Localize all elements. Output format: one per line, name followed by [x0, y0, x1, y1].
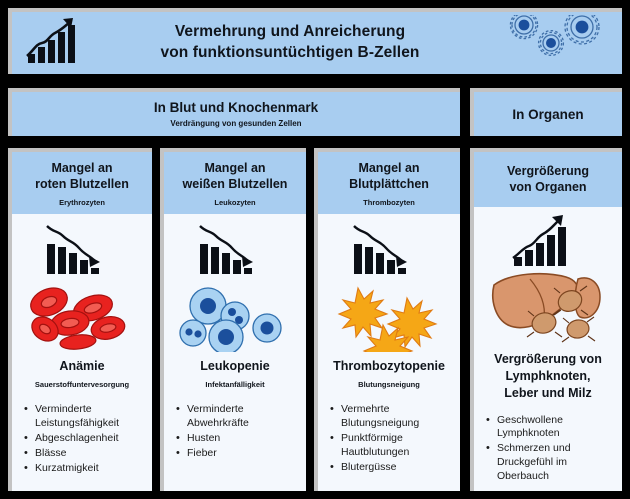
col3-title-line1: Mangel an — [358, 161, 420, 175]
col2-symptom-list: Verminderte Abwehrkräfte Husten Fieber — [164, 389, 306, 491]
connector-arrow-organs — [537, 74, 555, 84]
list-item: Kurzatmigkeit — [24, 461, 146, 476]
col2-subtitle: Leukozyten — [214, 198, 256, 207]
col1-diagnosis-sub: Sauerstoffuntervesorgung — [34, 380, 130, 390]
list-item: Verminderte Abwehrkräfte — [176, 402, 300, 431]
column-header-white: Mangel an weißen Blutzellen Leukozyten — [164, 152, 306, 214]
col4-diagnosis-line2: Lymphknoten, — [505, 368, 591, 383]
banner-title-line1: Vermehrung und Anreicherung — [174, 23, 406, 41]
col4-symptom-list: Geschwollene Lymphknoten Schmerzen und D… — [474, 402, 622, 491]
banner-title-line2: von funktionsuntüchtigen B-Zellen — [160, 44, 420, 61]
col1-title-line2: roten Blutzellen — [35, 177, 129, 191]
column-header-red: Mangel an roten Blutzellen Erythrozyten — [12, 152, 152, 214]
list-item: Punktförmige Hautblutungen — [330, 431, 454, 460]
col4-diagnosis: Vergrößerung von Lymphknoten, Leber und … — [474, 349, 622, 402]
col1-title-line1: Mangel an — [51, 161, 113, 175]
column-organ-enlargement: Vergrößerung von Organen — [470, 148, 622, 491]
list-item: Blässe — [24, 446, 146, 461]
list-item: Schmerzen und Druckgefühl im Oberbauch — [486, 441, 616, 484]
col4-title-line1: Vergrößerung — [507, 164, 589, 178]
level2-subtitle-blood: Verdrängung von gesunden Zellen — [170, 119, 302, 128]
col4-title-line2: von Organen — [509, 180, 587, 194]
level2-title-organs: In Organen — [512, 106, 584, 122]
col3-title-line2: Blutplättchen — [349, 177, 429, 191]
col1-illustration — [12, 214, 152, 356]
column-header-organs: Vergrößerung von Organen — [474, 152, 622, 207]
rising-bar-chart-icon — [22, 16, 78, 71]
col1-subtitle: Erythrozyten — [59, 198, 105, 207]
level2-title-blood: In Blut und Knochenmark — [153, 100, 319, 115]
banner-header: Vermehrung und Anreicherung von funktion… — [8, 8, 622, 74]
gears-icon — [502, 8, 608, 72]
col2-title-line1: Mangel an — [204, 161, 266, 175]
col4-diagnosis-line3: Leber und Milz — [504, 385, 592, 400]
list-item: Geschwollene Lymphknoten — [486, 413, 616, 442]
col3-symptom-list: Vermehrte Blutungsneigung Punktförmige H… — [318, 389, 460, 491]
col4-diagnosis-line1: Vergrößerung von — [494, 352, 602, 366]
list-item: Husten — [176, 431, 300, 446]
list-item: Abgeschlagenheit — [24, 431, 146, 446]
col4-illustration — [474, 207, 622, 349]
col2-illustration — [164, 214, 306, 356]
col3-diagnosis-sub: Blutungsneigung — [358, 380, 420, 390]
list-item: Blutergüsse — [330, 460, 454, 475]
col3-subtitle: Thrombozyten — [363, 198, 415, 207]
column-header-platelets: Mangel an Blutplättchen Thrombozyten — [318, 152, 460, 214]
connector-arrow-col1 — [63, 136, 81, 146]
connector-arrow-col4 — [537, 136, 555, 146]
connector-arrow-col3 — [370, 136, 388, 146]
column-red-blood-cells: Mangel an roten Blutzellen Erythrozyten — [8, 148, 152, 491]
col2-title-line2: weißen Blutzellen — [182, 177, 288, 191]
col3-diagnosis-name: Thrombozytopenie — [333, 359, 445, 373]
list-item: Verminderte Leistungsfähigkeit — [24, 402, 146, 431]
col2-diagnosis-name: Leukopenie — [200, 359, 270, 373]
column-white-blood-cells: Mangel an weißen Blutzellen Leukozyten — [160, 148, 306, 491]
list-item: Fieber — [176, 446, 300, 461]
col1-symptom-list: Verminderte Leistungsfähigkeit Abgeschla… — [12, 389, 152, 491]
list-item: Vermehrte Blutungsneigung — [330, 402, 454, 431]
level2-box-blood-bonemarrow: In Blut und Knochenmark Verdrängung von … — [8, 88, 460, 136]
level2-box-organs: In Organen — [470, 88, 622, 136]
col3-illustration — [318, 214, 460, 356]
col3-diagnosis: Thrombozytopenie Blutungsneigung — [318, 356, 460, 389]
col1-diagnosis-name: Anämie — [59, 359, 105, 373]
connector-arrow-blood — [216, 74, 234, 84]
col1-diagnosis: Anämie Sauerstoffuntervesorgung — [12, 356, 152, 389]
column-platelets: Mangel an Blutplättchen Thrombozyten — [314, 148, 460, 491]
banner-title: Vermehrung und Anreicherung von funktion… — [78, 22, 502, 63]
col2-diagnosis-sub: Infektanfälligkeit — [205, 380, 265, 390]
col2-diagnosis: Leukopenie Infektanfälligkeit — [164, 356, 306, 389]
connector-arrow-col2 — [216, 136, 234, 146]
